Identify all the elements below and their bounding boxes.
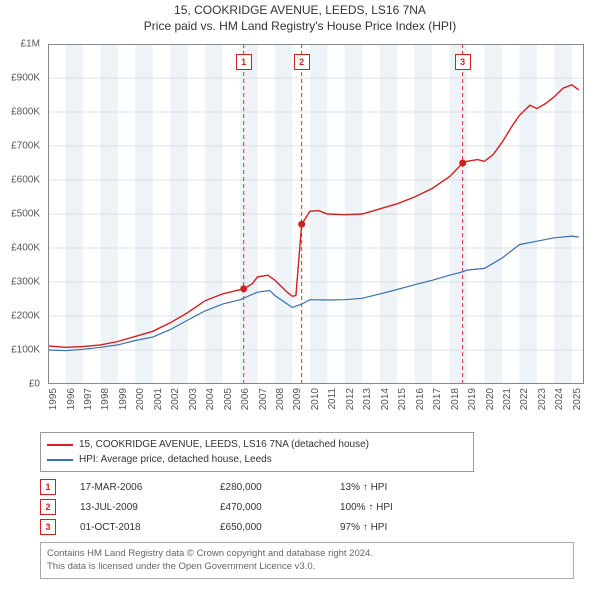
y-tick-label: £600K	[11, 175, 40, 186]
x-tick-label: 2014	[380, 388, 391, 410]
sales-row: 3 01-OCT-2018 £650,000 97% ↑ HPI	[40, 518, 460, 536]
legend-swatch-property	[47, 444, 73, 446]
legend-label-property: 15, COOKRIDGE AVENUE, LEEDS, LS16 7NA (d…	[79, 437, 369, 452]
y-tick-label: £400K	[11, 243, 40, 254]
x-tick-label: 2002	[170, 388, 181, 410]
x-tick-label: 1996	[66, 388, 77, 410]
x-tick-label: 1998	[100, 388, 111, 410]
y-tick-label: £300K	[11, 277, 40, 288]
x-tick-label: 2010	[310, 388, 321, 410]
sales-table: 1 17-MAR-2006 £280,000 13% ↑ HPI 2 13-JU…	[40, 478, 460, 538]
sale-price: £280,000	[220, 482, 340, 493]
x-tick-label: 2001	[153, 388, 164, 410]
y-axis-labels: £0£100K£200K£300K£400K£500K£600K£700K£80…	[0, 44, 44, 384]
y-tick-label: £900K	[11, 73, 40, 84]
x-tick-label: 2016	[415, 388, 426, 410]
x-tick-label: 2013	[362, 388, 373, 410]
y-tick-label: £1M	[21, 39, 40, 50]
x-tick-label: 2025	[572, 388, 583, 410]
x-tick-label: 2005	[223, 388, 234, 410]
y-tick-label: £800K	[11, 107, 40, 118]
x-tick-label: 1997	[83, 388, 94, 410]
x-tick-label: 2022	[519, 388, 530, 410]
x-tick-label: 2020	[485, 388, 496, 410]
x-tick-label: 2008	[275, 388, 286, 410]
y-tick-label: £700K	[11, 141, 40, 152]
sale-date: 17-MAR-2006	[80, 482, 220, 493]
sale-price: £470,000	[220, 502, 340, 513]
sale-date: 13-JUL-2009	[80, 502, 220, 513]
y-tick-label: £100K	[11, 345, 40, 356]
x-tick-label: 2000	[135, 388, 146, 410]
sale-badge-inline-1: 1	[40, 479, 56, 495]
sale-pct-vs-hpi: 13% ↑ HPI	[340, 482, 460, 493]
x-tick-label: 2003	[188, 388, 199, 410]
title-line-1: 15, COOKRIDGE AVENUE, LEEDS, LS16 7NA	[0, 2, 600, 18]
x-tick-label: 2012	[345, 388, 356, 410]
x-tick-label: 1995	[48, 388, 59, 410]
x-tick-label: 2004	[205, 388, 216, 410]
sales-row: 2 13-JUL-2009 £470,000 100% ↑ HPI	[40, 498, 460, 516]
footer-line-1: Contains HM Land Registry data © Crown c…	[47, 547, 567, 560]
x-tick-label: 2024	[554, 388, 565, 410]
y-tick-label: £0	[29, 379, 40, 390]
x-tick-label: 2006	[240, 388, 251, 410]
x-tick-label: 2021	[502, 388, 513, 410]
sale-pct-vs-hpi: 97% ↑ HPI	[340, 522, 460, 533]
legend-row-hpi: HPI: Average price, detached house, Leed…	[47, 452, 467, 467]
sale-marker-badge-1: 1	[236, 54, 252, 70]
sales-row: 1 17-MAR-2006 £280,000 13% ↑ HPI	[40, 478, 460, 496]
footer-attribution: Contains HM Land Registry data © Crown c…	[40, 542, 574, 579]
chart-title: 15, COOKRIDGE AVENUE, LEEDS, LS16 7NA Pr…	[0, 0, 600, 34]
legend-label-hpi: HPI: Average price, detached house, Leed…	[79, 452, 272, 467]
legend-swatch-hpi	[47, 459, 73, 461]
x-tick-label: 2019	[467, 388, 478, 410]
sale-marker-badge-3: 3	[455, 54, 471, 70]
chart-plot-area: 1 2 3	[48, 44, 584, 384]
x-axis-labels: 1995 1996 1997 1998 1999 2000 2001 2002 2003 2004…	[48, 386, 584, 426]
title-line-2: Price paid vs. HM Land Registry's House …	[0, 18, 600, 34]
sale-badge-inline-3: 3	[40, 519, 56, 535]
x-tick-label: 2015	[397, 388, 408, 410]
sale-pct-vs-hpi: 100% ↑ HPI	[340, 502, 460, 513]
y-tick-label: £200K	[11, 311, 40, 322]
sale-price: £650,000	[220, 522, 340, 533]
footer-line-2: This data is licensed under the Open Gov…	[47, 560, 567, 573]
x-tick-label: 2009	[292, 388, 303, 410]
legend: 15, COOKRIDGE AVENUE, LEEDS, LS16 7NA (d…	[40, 432, 474, 472]
x-tick-label: 1999	[118, 388, 129, 410]
sale-marker-badge-2: 2	[294, 54, 310, 70]
x-tick-label: 2023	[537, 388, 548, 410]
y-tick-label: £500K	[11, 209, 40, 220]
sale-badge-inline-2: 2	[40, 499, 56, 515]
legend-row-property: 15, COOKRIDGE AVENUE, LEEDS, LS16 7NA (d…	[47, 437, 467, 452]
x-tick-label: 2007	[258, 388, 269, 410]
x-tick-label: 2018	[450, 388, 461, 410]
x-tick-label: 2017	[432, 388, 443, 410]
sale-date: 01-OCT-2018	[80, 522, 220, 533]
x-tick-label: 2011	[327, 388, 338, 410]
